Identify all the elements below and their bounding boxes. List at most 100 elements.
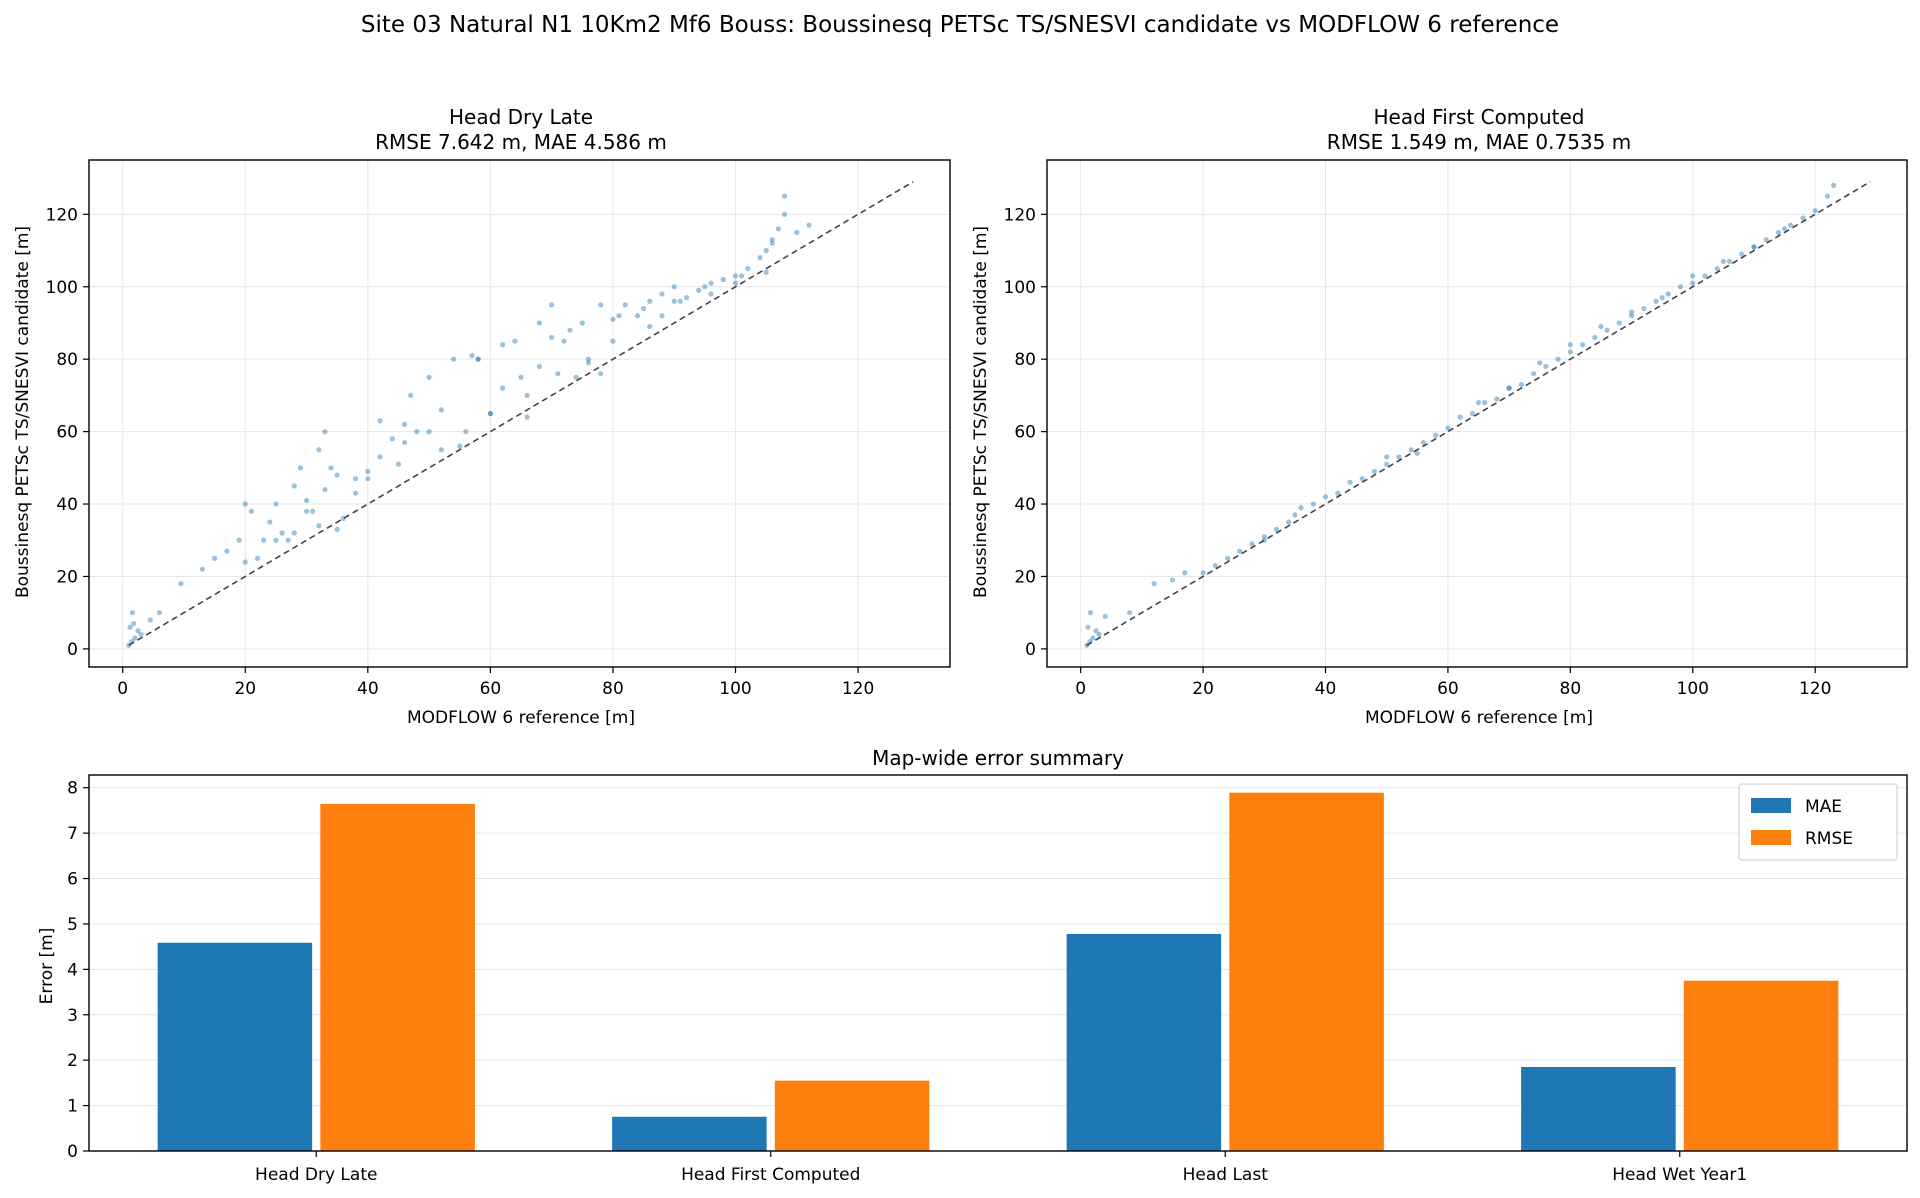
x-tick-label: 20 [234,679,256,699]
y-tick-label: 2 [67,1051,78,1071]
scatter-point [127,624,133,630]
scatter-point [316,523,322,529]
scatter-point [273,537,279,543]
scatter-point [647,323,653,330]
scatter-point [199,566,205,572]
bar-mae [1066,933,1222,1151]
scatter-point [334,526,340,532]
scatter-point [702,284,708,290]
scatter-point [1151,581,1157,587]
x-tick-label: 60 [1437,679,1459,699]
scatter-point [248,508,254,514]
scatter-point [135,628,141,634]
scatter-point [1567,349,1573,355]
scatter-point [1249,541,1255,547]
scatter-point [561,338,567,344]
y-tick-label: 40 [1014,495,1036,515]
scatter-point [261,537,267,543]
scatter-point [1494,396,1500,402]
x-tick-label: 60 [480,679,502,699]
scatter-point [352,490,359,496]
scatter-point [775,226,782,232]
scatter-point [1702,273,1708,279]
scatter-panel-head-dry-late: Head Dry Late RMSE 7.642 m, MAE 4.586 m … [13,105,951,728]
scatter-point [1408,447,1414,453]
scatter-point [1628,313,1635,319]
y-tick-label: 1 [67,1097,78,1117]
scatter-point [671,298,677,304]
scatter-point [1433,432,1439,438]
y-tick-label: 0 [1025,640,1036,660]
x-tick-label: 100 [1677,679,1709,699]
scatter-point [1322,494,1329,500]
scatter-point [1726,258,1733,264]
scatter-point [567,327,573,333]
y-tick-label: 0 [67,640,78,660]
scatter-point [671,284,677,290]
x-tick-label: 0 [1075,679,1086,699]
scatter-point [224,548,230,554]
scatter-point [598,302,604,308]
scatter-point [1567,342,1573,348]
scatter-point [475,356,481,362]
bar-rmse [774,1080,930,1151]
scatter-point [1096,631,1102,638]
scatter-point [414,429,420,435]
scatter-point [732,280,739,286]
scatter-point [1261,534,1267,540]
scatter-point [1751,244,1757,250]
scatter-point [549,302,555,308]
x-tick-label: 80 [1560,679,1582,699]
scatter-point [1212,563,1218,569]
scatter-point [1506,385,1512,391]
scatter-point [291,530,297,536]
scatter-point [334,472,340,478]
scatter-point [254,555,261,561]
scatter-point [1237,548,1243,554]
scatter-point [469,352,475,359]
scatter-point [1469,410,1476,417]
scatter-point [1090,635,1096,641]
scatter-point [408,392,414,398]
scatter-point [1531,371,1537,377]
scatter-point [297,465,304,471]
y-tick-label: 3 [67,1006,78,1026]
scatter-point [242,501,248,507]
y-tick-label: 60 [1014,423,1036,443]
scatter-point [524,414,530,420]
legend-label-rmse: RMSE [1805,829,1853,849]
scatter-point [1830,182,1837,188]
y-tick-label: 80 [56,350,78,370]
scatter-point [156,610,163,616]
scatter-point [1457,414,1463,420]
scatter-point [1127,610,1133,616]
scatter-point [475,356,481,362]
scatter-point [549,334,555,341]
scatter-point [1543,363,1549,370]
y-tick-label: 7 [67,824,78,844]
scatter-point [1384,454,1390,460]
scatter-point [457,443,463,449]
scatter-point [1800,215,1806,221]
scatter-point [322,486,328,493]
scatter-point [677,298,683,304]
scatter-point [573,374,579,380]
scatter-point [1781,226,1788,232]
scatter-point [659,313,665,319]
scatter-ylabel: Boussinesq PETSc TS/SNESVI candidate [m] [971,226,991,598]
x-tick-label: 120 [1799,679,1831,699]
scatter-title: Head First Computed [1374,105,1585,129]
scatter-point [555,371,561,377]
bar-panel-error-summary: Map-wide error summary Error [m] Head Dr… [37,746,1908,1185]
scatter-point [1286,519,1292,525]
scatter-point [708,291,714,297]
scatter-point [129,610,136,616]
scatter-point [806,222,812,228]
scatter-point [585,360,592,366]
scatter-point [1598,323,1604,330]
scatter-xlabel: MODFLOW 6 reference [m] [1365,708,1593,728]
x-tick-label: 80 [602,679,624,699]
bar-ylabel: Error [m] [37,928,57,1005]
scatter-point [1775,229,1782,236]
